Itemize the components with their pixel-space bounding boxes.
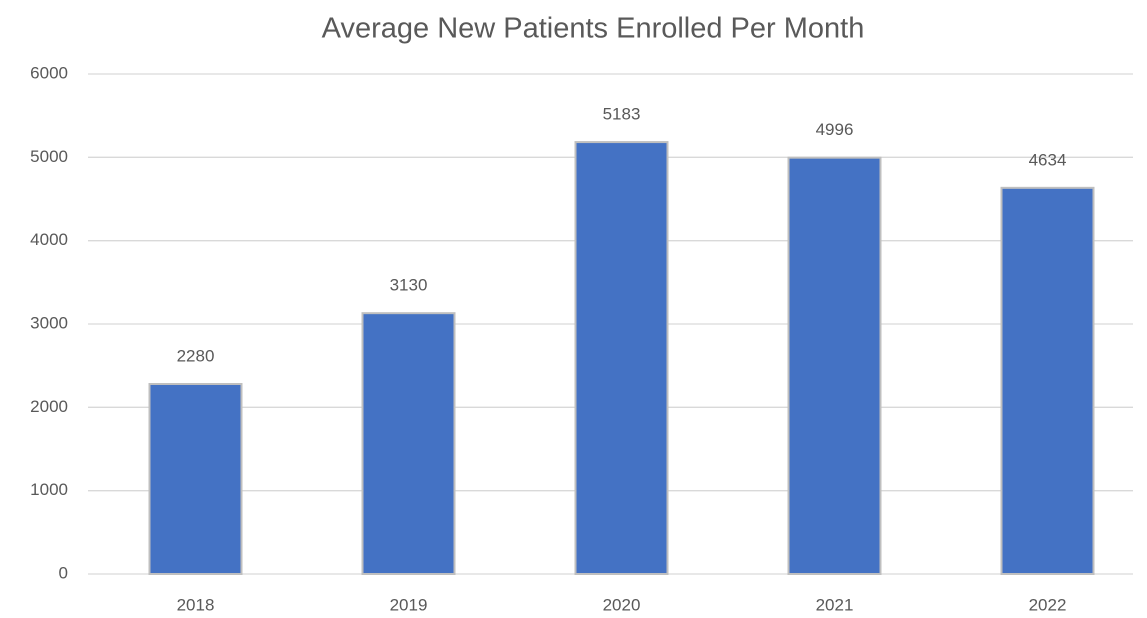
y-tick-label: 3000 xyxy=(30,313,68,332)
y-tick-label: 1000 xyxy=(30,480,68,499)
data-label: 5183 xyxy=(603,105,641,124)
bar xyxy=(1000,186,1095,575)
x-tick-label: 2022 xyxy=(1029,595,1067,614)
y-tick-label: 6000 xyxy=(30,63,68,82)
x-tick-label: 2020 xyxy=(603,595,641,614)
bar xyxy=(787,156,882,576)
y-tick-label: 2000 xyxy=(30,397,68,416)
y-tick-label: 5000 xyxy=(30,147,68,166)
y-tick-label: 0 xyxy=(59,563,68,582)
chart-title: Average New Patients Enrolled Per Month xyxy=(322,13,865,45)
bar xyxy=(148,383,243,575)
data-label: 4634 xyxy=(1029,150,1067,169)
data-label: 2280 xyxy=(177,346,215,365)
bar xyxy=(574,141,669,575)
data-label: 4996 xyxy=(816,120,854,139)
bar xyxy=(361,312,456,575)
x-tick-label: 2018 xyxy=(177,595,215,614)
y-tick-label: 4000 xyxy=(30,230,68,249)
data-label: 3130 xyxy=(390,276,428,295)
x-tick-label: 2019 xyxy=(390,595,428,614)
x-tick-label: 2021 xyxy=(816,595,854,614)
